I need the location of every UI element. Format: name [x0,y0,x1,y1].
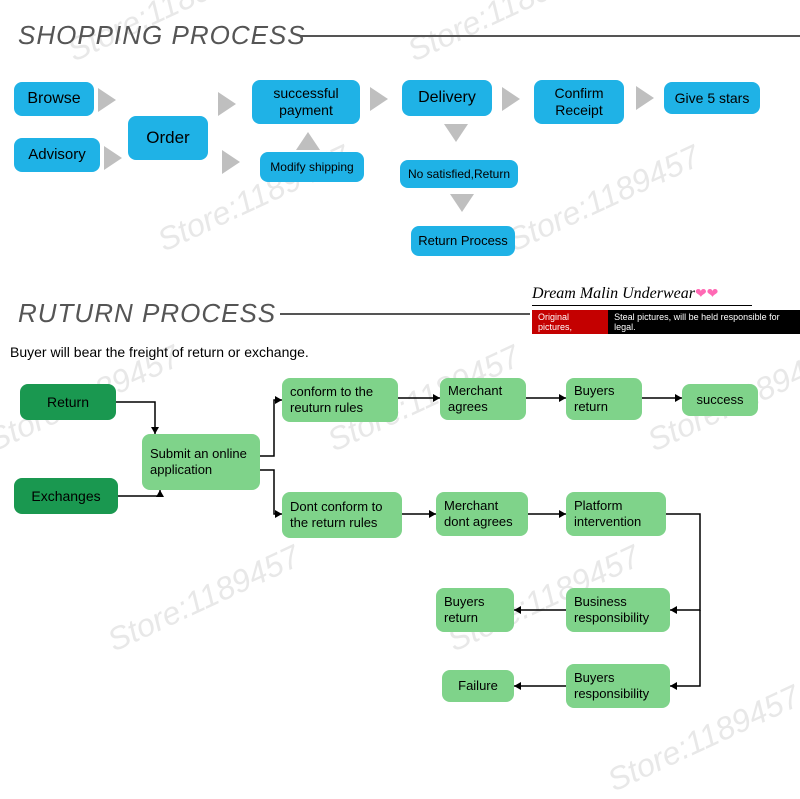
brand-block: Dream Malin Underwear❤❤ Original picture… [532,285,800,334]
node-mdont: Merchant dont agrees [436,492,528,536]
arrow-up [296,132,320,150]
hearts-icon: ❤❤ [695,285,718,301]
brand-name: Dream Malin Underwear [532,285,695,302]
node-returnproc: Return Process [411,226,515,256]
node-magree: Merchant agrees [440,378,526,420]
title-line-2 [280,313,530,315]
node-success: success [682,384,758,416]
node-delivery: Delivery [402,80,492,116]
arrow-right [98,88,116,112]
shopping-title: SHOPPING PROCESS [0,10,306,56]
node-dontconform: Dont conform to the return rules [282,492,402,538]
title-line-1 [300,35,800,37]
node-breturn2: Buyers return [436,588,514,632]
node-order: Order [128,116,208,160]
watermark: Store:1189457 [102,538,306,659]
node-exchanges: Exchanges [14,478,118,514]
brand-red: Original pictures, [532,310,608,334]
arrow-right [636,86,654,110]
arrow-right [370,87,388,111]
node-confirm: Confirm Receipt [534,80,624,124]
node-breturn: Buyers return [566,378,642,420]
return-title: RUTURN PROCESS [0,288,276,334]
node-browse: Browse [14,82,94,116]
arrow-right [222,150,240,174]
node-conform: conform to the reuturn rules [282,378,398,422]
node-buyresp: Buyers responsibility [566,664,670,708]
node-modify: Modify shipping [260,152,364,182]
arrow-down [444,124,468,142]
node-nosatisfied: No satisfied,Return [400,160,518,188]
node-submit: Submit an online application [142,434,260,490]
brand-bar: Original pictures, Steal pictures, will … [532,310,800,334]
arrow-right [218,92,236,116]
node-return: Return [20,384,116,420]
node-bizresp: Business responsibility [566,588,670,632]
arrow-right [104,146,122,170]
brand-underline [532,305,752,306]
brand-black: Steal pictures, will be held responsible… [608,310,800,334]
arrow-right [502,87,520,111]
node-failure: Failure [442,670,514,702]
arrow-down [450,194,474,212]
node-platform: Platform intervention [566,492,666,536]
node-advisory: Advisory [14,138,100,172]
return-subtext: Buyer will bear the freight of return or… [10,344,309,360]
node-stars: Give 5 stars [664,82,760,114]
watermark: Store:1189457 [502,138,706,259]
node-pay: successful payment [252,80,360,124]
